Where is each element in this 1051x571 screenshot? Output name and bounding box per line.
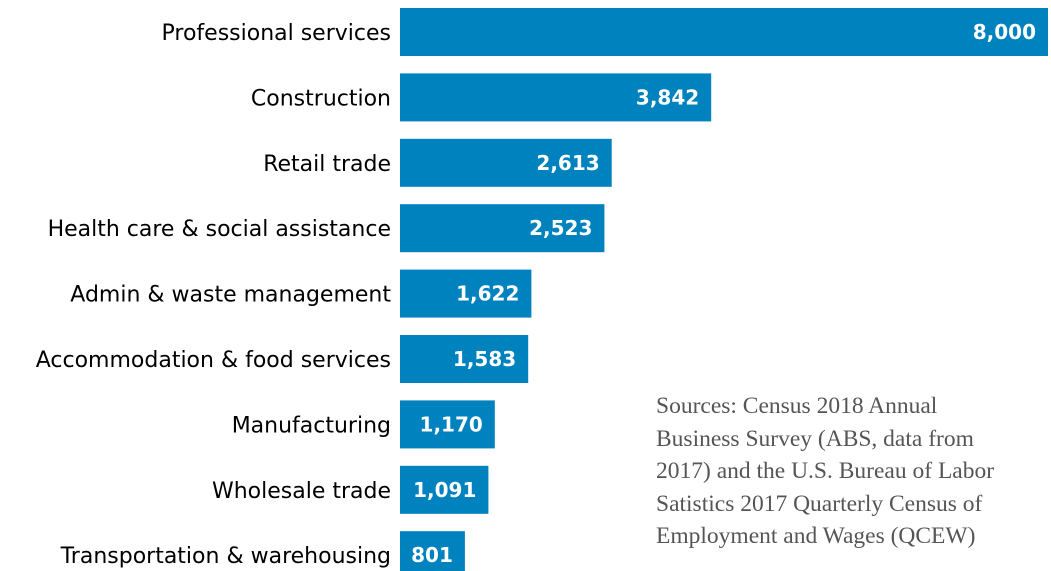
category-label: Health care & social assistance — [48, 217, 391, 242]
value-label: 2,523 — [529, 216, 592, 240]
category-label: Admin & waste management — [70, 283, 391, 308]
category-label: Accommodation & food services — [36, 348, 391, 373]
sources-note: Sources: Census 2018 Annual Business Sur… — [656, 390, 1046, 553]
value-label: 3,842 — [636, 85, 699, 109]
sources-line: 2017) and the U.S. Bureau of Labor — [656, 458, 995, 484]
bar — [400, 204, 605, 253]
sources-line: Employment and Wages (QCEW) — [656, 523, 976, 549]
sources-line: Business Survey (ABS, data from — [656, 425, 974, 452]
value-label: 8,000 — [973, 20, 1036, 44]
value-label: 1,170 — [420, 412, 483, 436]
category-label: Professional services — [162, 21, 391, 46]
bar — [400, 8, 1048, 56]
bar — [400, 400, 495, 449]
category-label: Manufacturing — [232, 413, 391, 438]
value-label: 1,622 — [456, 282, 519, 306]
bar — [400, 269, 532, 318]
value-label: 1,091 — [413, 478, 476, 502]
category-label: Construction — [251, 86, 391, 111]
category-label: Transportation & warehousing — [60, 544, 391, 569]
bar — [400, 465, 489, 514]
value-label: 2,613 — [536, 151, 599, 175]
category-labels-group: Professional services Construction Retail … — [36, 21, 392, 569]
category-label: Retail trade — [263, 152, 391, 177]
category-label: Wholesale trade — [212, 479, 391, 504]
bar — [400, 335, 529, 383]
value-label: 1,583 — [453, 347, 516, 371]
bar — [400, 73, 712, 122]
value-label: 801 — [411, 543, 453, 567]
bar — [400, 531, 465, 571]
bars-group — [400, 8, 1048, 571]
sources-line: Satistics 2017 Quarterly Census of — [656, 490, 983, 517]
value-labels-group: 8,000 3,842 2,613 2,523 1,622 1,583 1,170 1,091… — [411, 20, 1036, 567]
bar — [400, 138, 612, 187]
sources-line: Sources: Census 2018 Annual — [656, 393, 938, 419]
